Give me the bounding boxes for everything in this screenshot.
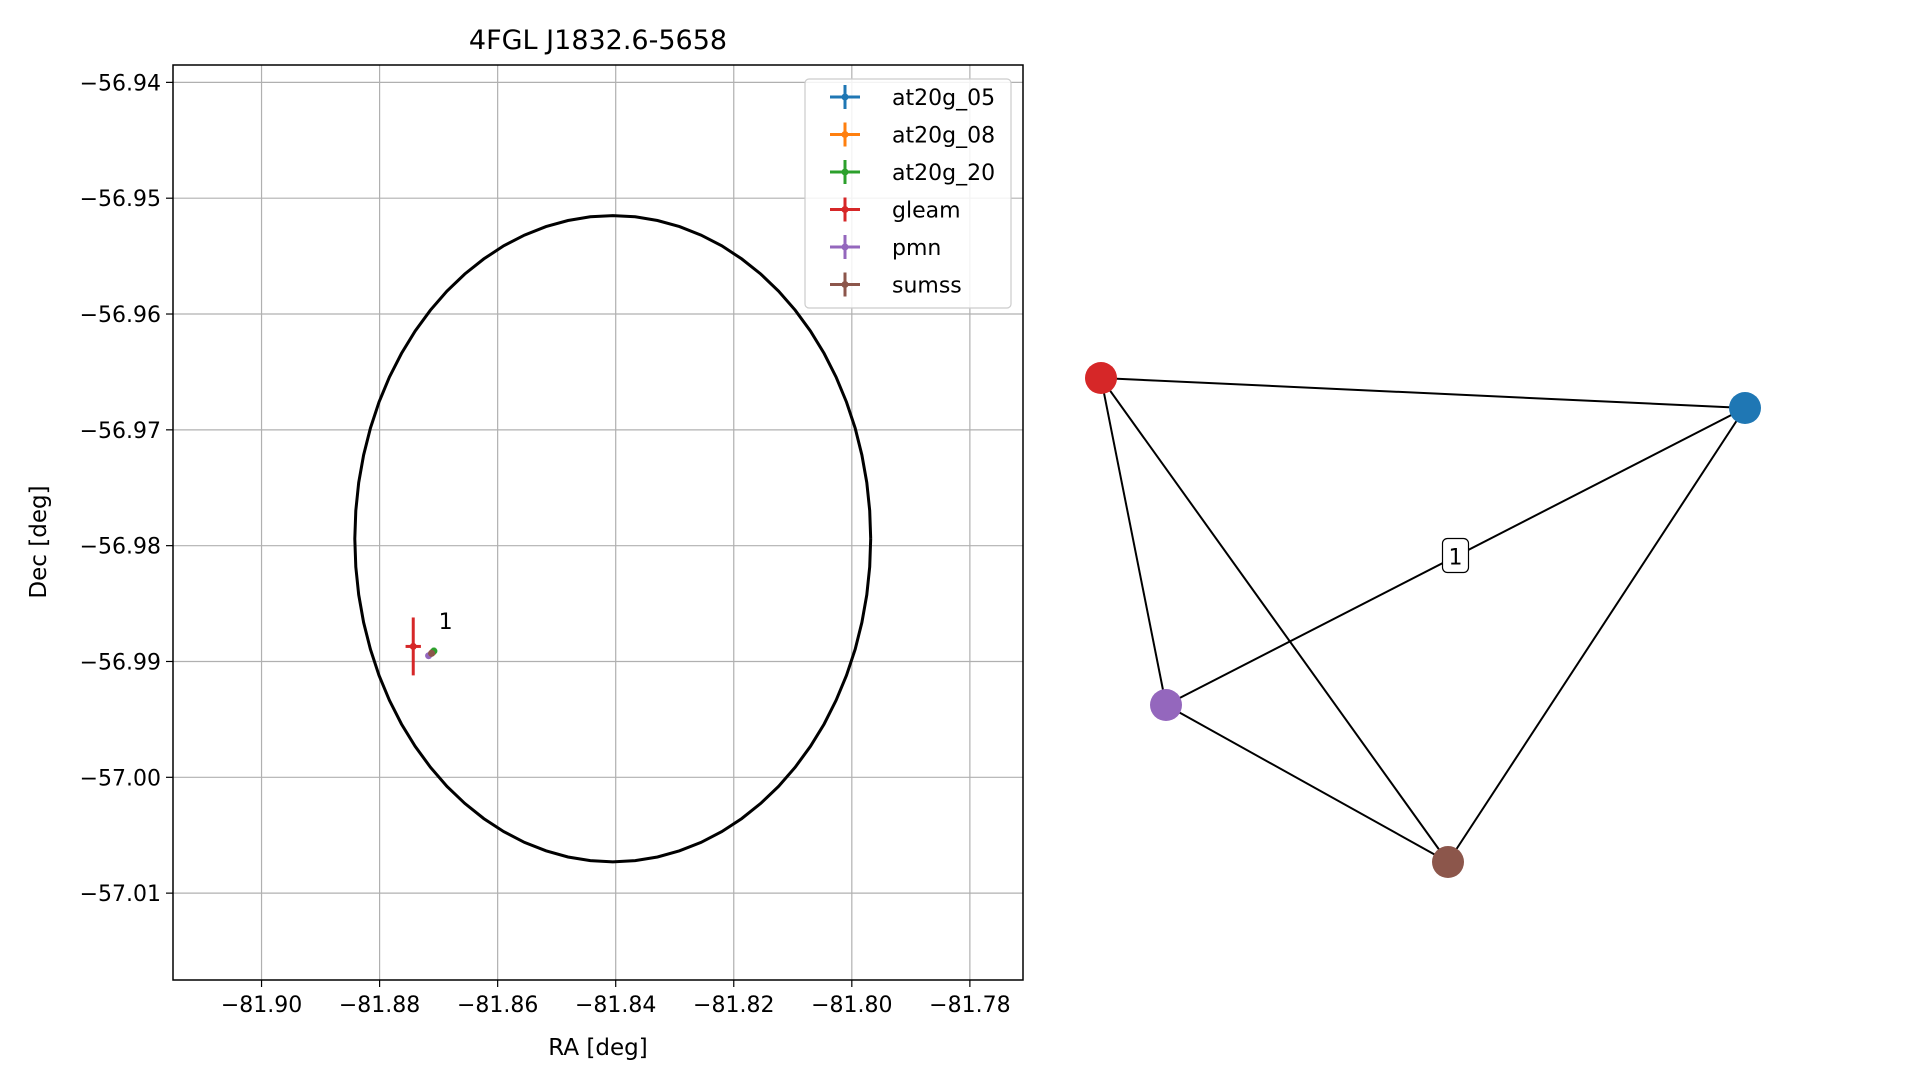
x-tick-label: −81.88 (339, 993, 420, 1018)
legend-label: gleam (892, 199, 961, 224)
y-axis-ticks: −56.94 −56.95 −56.96 −56.97 −56.98 −56.99 −57.… (80, 71, 173, 907)
legend-marker-dot (841, 206, 849, 213)
legend-frame (804, 78, 1012, 309)
legend-item-gleam[interactable]: gleam (830, 197, 961, 224)
legend-item-pmn[interactable]: pmn (830, 235, 941, 261)
ellipse-layer (353, 214, 873, 864)
edge-gleam-pmn (1100, 377, 1167, 706)
y-tick-label: −56.96 (80, 303, 161, 328)
point-marker (409, 642, 417, 650)
legend-marker-dot (841, 131, 849, 138)
legend-label: pmn (892, 236, 941, 261)
legend-label: at20g_05 (892, 86, 995, 111)
node-pmn[interactable] (1150, 689, 1182, 721)
x-tick-label: −81.80 (811, 993, 892, 1018)
legend-label: sumss (892, 274, 962, 299)
node-at20g[interactable] (1729, 392, 1761, 424)
y-tick-label: −56.95 (80, 187, 161, 212)
node-gleam[interactable] (1085, 362, 1117, 394)
edge-gleam-at20g (1100, 377, 1746, 409)
x-axis-label: RA [deg] (548, 1035, 647, 1061)
x-tick-label: −81.78 (929, 993, 1010, 1018)
edge-labels-layer: 1 (1441, 537, 1470, 574)
network-chart: 1 (1085, 362, 1761, 878)
edges-layer (1100, 377, 1746, 863)
points-layer (405, 617, 438, 676)
x-tick-label: −81.90 (221, 993, 302, 1018)
legend-label: at20g_20 (892, 161, 995, 186)
y-tick-label: −56.98 (80, 535, 161, 560)
x-tick-label: −81.84 (575, 993, 656, 1018)
point-annotation: 1 (439, 610, 453, 635)
point-marker (428, 649, 436, 657)
nodes-layer (1085, 362, 1761, 878)
y-tick-label: −57.01 (80, 882, 161, 907)
data-point-gleam (405, 617, 421, 676)
legend-marker-dot (841, 93, 849, 101)
edge-gleam-sumss (1100, 377, 1449, 863)
legend-item-sumss[interactable]: sumss (830, 272, 962, 299)
scatter-chart: 1 −81.90 −81.88 −81.86 −81.84 −81.82 −81.80 −8… (26, 25, 1024, 1061)
y-tick-label: −56.97 (80, 419, 161, 444)
chart-title: 4FGL J1832.6-5658 (469, 25, 727, 56)
node-sumss[interactable] (1432, 846, 1464, 878)
edge-at20g-sumss (1447, 407, 1746, 863)
annotation-layer: 1 (439, 610, 453, 635)
edge-label-box (1441, 537, 1470, 574)
y-axis-label: Dec [deg] (26, 485, 52, 598)
y-tick-label: −56.99 (80, 650, 161, 675)
legend-item-at20g_05[interactable]: at20g_05 (830, 85, 995, 111)
legend-item-at20g_08[interactable]: at20g_08 (830, 122, 995, 149)
edge-label: 1 (1441, 537, 1470, 574)
legend-label: at20g_08 (892, 124, 995, 149)
data-point-sumss (428, 649, 436, 657)
x-axis-ticks: −81.90 −81.88 −81.86 −81.84 −81.82 −81.80 −81.… (221, 980, 1011, 1018)
confidence-ellipse (353, 214, 873, 864)
y-tick-label: −57.00 (80, 766, 161, 791)
legend-marker-dot (841, 168, 849, 176)
edge-label-text: 1 (1449, 546, 1463, 571)
legend-item-at20g_20[interactable]: at20g_20 (830, 160, 995, 186)
edge-pmn-sumss (1165, 704, 1449, 863)
x-tick-label: −81.82 (693, 993, 774, 1018)
x-tick-label: −81.86 (457, 993, 538, 1018)
legend-marker-dot (841, 243, 849, 251)
plot-frame (172, 64, 1024, 981)
y-tick-label: −56.94 (80, 71, 161, 96)
legend-marker-dot (841, 281, 849, 288)
